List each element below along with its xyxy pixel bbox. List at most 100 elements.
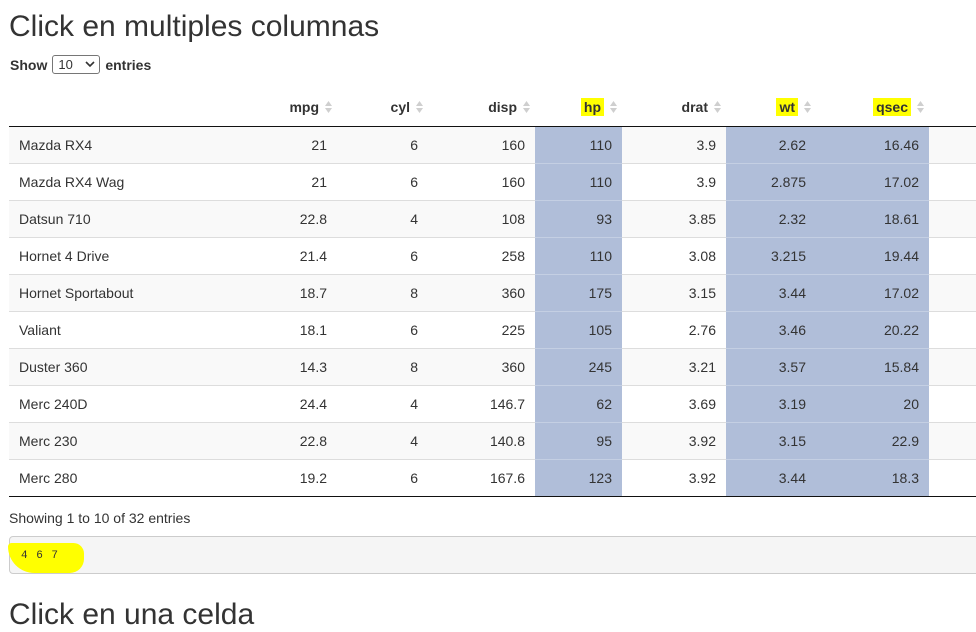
- col-qsec-cell[interactable]: 16.46: [816, 126, 929, 164]
- col-wt-cell[interactable]: 2.875: [726, 163, 816, 201]
- col-wt-cell[interactable]: 3.46: [726, 311, 816, 349]
- col-drat-cell[interactable]: 2.76: [622, 311, 726, 349]
- col-mpg-cell[interactable]: 22.8: [224, 422, 337, 460]
- col-disp-cell[interactable]: 146.7: [428, 385, 535, 423]
- col-cyl-cell[interactable]: 8: [337, 348, 428, 386]
- col-qsec-cell[interactable]: 15.84: [816, 348, 929, 386]
- col-qsec-cell[interactable]: 17.02: [816, 163, 929, 201]
- col-qsec-cell[interactable]: 17.02: [816, 274, 929, 312]
- col-wt-header[interactable]: wt: [726, 88, 816, 127]
- col-hp-cell[interactable]: 123: [535, 459, 622, 497]
- col-wt-cell[interactable]: 3.44: [726, 459, 816, 497]
- col-drat-cell[interactable]: 3.08: [622, 237, 726, 275]
- col-drat-cell[interactable]: 3.9: [622, 126, 726, 164]
- col-name-cell[interactable]: Merc 280: [9, 459, 224, 497]
- col-wt-cell[interactable]: 3.15: [726, 422, 816, 460]
- col-hp-cell[interactable]: 110: [535, 163, 622, 201]
- table-row[interactable]: Valiant 18.1 6 225 105 2.76 3.46 20.22: [9, 311, 976, 349]
- col-disp-cell[interactable]: 360: [428, 274, 535, 312]
- col-disp-cell[interactable]: 108: [428, 200, 535, 238]
- col-hp-cell[interactable]: 105: [535, 311, 622, 349]
- col-hp-cell[interactable]: 110: [535, 237, 622, 275]
- col-disp-cell[interactable]: 258: [428, 237, 535, 275]
- col-drat-cell[interactable]: 3.85: [622, 200, 726, 238]
- table-row[interactable]: Datsun 710 22.8 4 108 93 3.85 2.32 18.61: [9, 200, 976, 238]
- col-name-cell[interactable]: Mazda RX4: [9, 126, 224, 164]
- col-name-header[interactable]: [9, 88, 224, 127]
- col-qsec-label: qsec: [873, 98, 911, 116]
- col-cyl-cell[interactable]: 6: [337, 459, 428, 497]
- col-qsec-cell[interactable]: 18.61: [816, 200, 929, 238]
- table-row[interactable]: Merc 230 22.8 4 140.8 95 3.92 3.15 22.9: [9, 422, 976, 460]
- col-drat-header[interactable]: drat: [622, 88, 726, 127]
- col-mpg-cell[interactable]: 18.7: [224, 274, 337, 312]
- col-drat-cell[interactable]: 3.15: [622, 274, 726, 312]
- table-row[interactable]: Hornet 4 Drive 21.4 6 258 110 3.08 3.215 19.44: [9, 237, 976, 275]
- col-mpg-cell[interactable]: 21.4: [224, 237, 337, 275]
- col-hp-header[interactable]: hp: [535, 88, 622, 127]
- table-row[interactable]: Merc 240D 24.4 4 146.7 62 3.69 3.19 20: [9, 385, 976, 423]
- col-cyl-cell[interactable]: 6: [337, 163, 428, 201]
- col-hp-cell[interactable]: 110: [535, 126, 622, 164]
- col-wt-cell[interactable]: 3.19: [726, 385, 816, 423]
- col-wt-cell[interactable]: 3.57: [726, 348, 816, 386]
- col-mpg-cell[interactable]: 21: [224, 163, 337, 201]
- col-disp-cell[interactable]: 360: [428, 348, 535, 386]
- col-cyl-header[interactable]: cyl: [337, 88, 428, 127]
- col-name-cell[interactable]: Hornet 4 Drive: [9, 237, 224, 275]
- col-disp-cell[interactable]: 160: [428, 126, 535, 164]
- col-drat-cell[interactable]: 3.92: [622, 459, 726, 497]
- col-qsec-cell[interactable]: 19.44: [816, 237, 929, 275]
- col-qsec-cell[interactable]: 20.22: [816, 311, 929, 349]
- col-name-cell[interactable]: Valiant: [9, 311, 224, 349]
- table-row[interactable]: Mazda RX4 Wag 21 6 160 110 3.9 2.875 17.02: [9, 163, 976, 201]
- col-name-cell[interactable]: Datsun 710: [9, 200, 224, 238]
- col-drat-cell[interactable]: 3.92: [622, 422, 726, 460]
- entries-select[interactable]: 10: [52, 55, 101, 74]
- col-disp-cell[interactable]: 167.6: [428, 459, 535, 497]
- col-hp-cell[interactable]: 175: [535, 274, 622, 312]
- table-row[interactable]: Merc 280 19.2 6 167.6 123 3.92 3.44 18.3: [9, 459, 976, 497]
- col-drat-cell[interactable]: 3.69: [622, 385, 726, 423]
- col-cyl-cell[interactable]: 4: [337, 385, 428, 423]
- col-qsec-cell[interactable]: 18.3: [816, 459, 929, 497]
- col-name-cell[interactable]: Merc 230: [9, 422, 224, 460]
- col-qsec-header[interactable]: qsec: [816, 88, 929, 127]
- col-cyl-cell[interactable]: 6: [337, 237, 428, 275]
- col-hp-cell[interactable]: 62: [535, 385, 622, 423]
- col-hp-cell[interactable]: 245: [535, 348, 622, 386]
- table-row[interactable]: Duster 360 14.3 8 360 245 3.21 3.57 15.84: [9, 348, 976, 386]
- col-cyl-cell[interactable]: 6: [337, 311, 428, 349]
- col-mpg-cell[interactable]: 21: [224, 126, 337, 164]
- col-mpg-cell[interactable]: 24.4: [224, 385, 337, 423]
- col-wt-cell[interactable]: 3.215: [726, 237, 816, 275]
- col-qsec-cell[interactable]: 22.9: [816, 422, 929, 460]
- col-disp-cell[interactable]: 140.8: [428, 422, 535, 460]
- col-wt-cell[interactable]: 3.44: [726, 274, 816, 312]
- col-hp-cell[interactable]: 95: [535, 422, 622, 460]
- col-disp-cell[interactable]: 160: [428, 163, 535, 201]
- col-mpg-header[interactable]: mpg: [224, 88, 337, 127]
- col-qsec-cell[interactable]: 20: [816, 385, 929, 423]
- col-mpg-cell[interactable]: 14.3: [224, 348, 337, 386]
- col-wt-cell[interactable]: 2.62: [726, 126, 816, 164]
- col-cyl-cell[interactable]: 4: [337, 422, 428, 460]
- col-name-cell[interactable]: Hornet Sportabout: [9, 274, 224, 312]
- col-cyl-cell[interactable]: 6: [337, 126, 428, 164]
- table-row[interactable]: Mazda RX4 21 6 160 110 3.9 2.62 16.46: [9, 126, 976, 164]
- col-wt-cell[interactable]: 2.32: [726, 200, 816, 238]
- table-row[interactable]: Hornet Sportabout 18.7 8 360 175 3.15 3.44 17.0…: [9, 274, 976, 312]
- col-cyl-cell[interactable]: 8: [337, 274, 428, 312]
- col-name-cell[interactable]: Merc 240D: [9, 385, 224, 423]
- col-cyl-cell[interactable]: 4: [337, 200, 428, 238]
- col-name-cell[interactable]: Mazda RX4 Wag: [9, 163, 224, 201]
- col-name-cell[interactable]: Duster 360: [9, 348, 224, 386]
- col-mpg-cell[interactable]: 22.8: [224, 200, 337, 238]
- col-mpg-cell[interactable]: 19.2: [224, 459, 337, 497]
- col-drat-cell[interactable]: 3.21: [622, 348, 726, 386]
- col-mpg-cell[interactable]: 18.1: [224, 311, 337, 349]
- col-drat-cell[interactable]: 3.9: [622, 163, 726, 201]
- col-disp-cell[interactable]: 225: [428, 311, 535, 349]
- col-disp-header[interactable]: disp: [428, 88, 535, 127]
- col-hp-cell[interactable]: 93: [535, 200, 622, 238]
